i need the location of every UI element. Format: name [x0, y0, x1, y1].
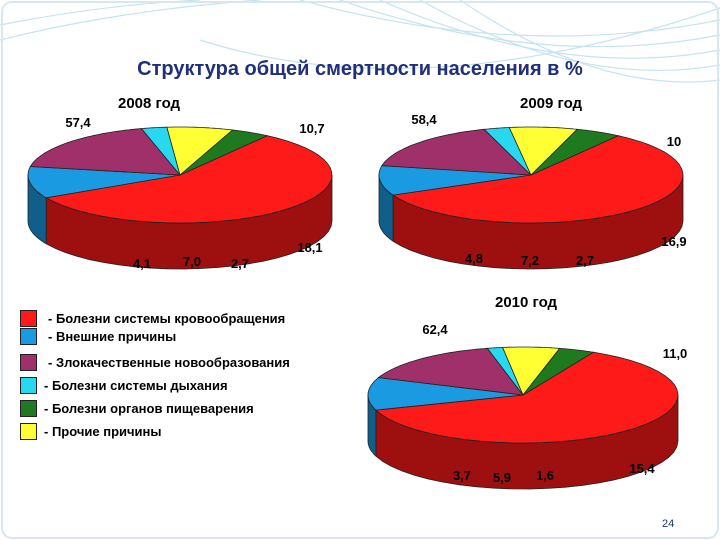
pie-2-label-digestive: 3,7 [453, 468, 471, 483]
pie-1-label-circulatory: 58,4 [411, 112, 437, 127]
pie-2-label-respiratory: 1,6 [536, 468, 554, 483]
pie-0-slice-respiratory [140, 126, 181, 176]
pie-1-slice-other [508, 126, 579, 176]
pie-0-label-neoplasms: 18,1 [297, 240, 322, 255]
pie-1-label-neoplasms: 16,9 [661, 234, 686, 249]
pie-0-slice-neoplasms [29, 128, 181, 176]
pie-0-slice-circulatory [44, 135, 333, 224]
pie-2-label-circulatory: 62,4 [422, 322, 448, 337]
pie-2-label-external: 11,0 [663, 346, 688, 361]
pie-0-slice-digestive [179, 129, 269, 176]
pie-1-label-other: 7,2 [521, 253, 539, 268]
pie-0-label-respiratory: 2,7 [231, 256, 249, 271]
pie-2-tops [367, 346, 679, 444]
chart-2008-title: 2008 год [118, 95, 181, 112]
pie-0-label-digestive: 4,1 [133, 256, 151, 271]
pie-1-label-digestive: 4,8 [465, 251, 483, 266]
pie-1-slice-circulatory [391, 135, 684, 224]
pie-2-slice-neoplasms [377, 347, 524, 396]
pie-1-slice-neoplasms [381, 128, 533, 176]
legend-label-respiratory: - Болезни системы дыхания [44, 378, 228, 393]
legend-label-digestive: - Болезни органов пищеварения [44, 401, 254, 416]
pie-1-tops [378, 126, 684, 224]
legend-label-other: - Прочие причины [44, 424, 162, 439]
pie-chart-0: 57,4 10,7 18,1 2,7 7,0 4,1 [27, 115, 333, 271]
pie-1-slice-respiratory [483, 127, 532, 176]
pie-2-slice-circulatory [374, 351, 679, 444]
pie-0-label-circulatory: 57,4 [65, 115, 91, 130]
pie-2-slice-digestive [522, 348, 595, 396]
legend-swatch-digestive [20, 400, 37, 417]
legend-label-circulatory: - Болезни системы кровообращения [48, 311, 286, 326]
legend-swatch-other [20, 423, 37, 440]
pie-0-sides [27, 174, 333, 270]
legend-label-neoplasms: - Злокачественные новообразования [48, 355, 290, 370]
legend-swatch-neoplasms [20, 354, 37, 371]
pie-2-label-other: 5,9 [493, 470, 511, 485]
pie-chart-1: 58,4 10 16,9 2,7 7,2 4,8 [378, 112, 687, 270]
legend: - Болезни системы кровообращения - Внешн… [20, 310, 340, 450]
pie-1-label-respiratory: 2,7 [576, 253, 594, 268]
pie-1-slice-digestive [530, 128, 620, 176]
chart-2009-title: 2009 год [520, 95, 583, 112]
legend-swatch-respiratory [20, 377, 37, 394]
pie-2-slice-other [501, 346, 561, 396]
pie-2-slice-external [367, 377, 524, 411]
legend-label-external: - Внешние причины [48, 329, 177, 344]
pie-0-slice-other [166, 126, 234, 176]
pie-0-label-other: 7,0 [183, 254, 201, 269]
pie-1-label-external: 10 [667, 134, 681, 149]
pie-0-slice-external [27, 166, 181, 199]
page-number: 24 [662, 518, 675, 530]
pie-chart-2: 62,4 11,0 15,4 1,6 5,9 3,7 [367, 322, 688, 490]
pie-2-label-neoplasms: 15,4 [629, 461, 655, 476]
page-title: Структура общей смертности населения в % [137, 58, 583, 80]
pie-0-tops [27, 126, 333, 224]
legend-swatch-circulatory [20, 310, 37, 327]
pie-2-slice-respiratory [486, 347, 524, 396]
pie-0-label-external: 10,7 [299, 121, 324, 136]
legend-swatch-external [20, 328, 37, 345]
chart-2010-title: 2010 год [495, 294, 558, 311]
